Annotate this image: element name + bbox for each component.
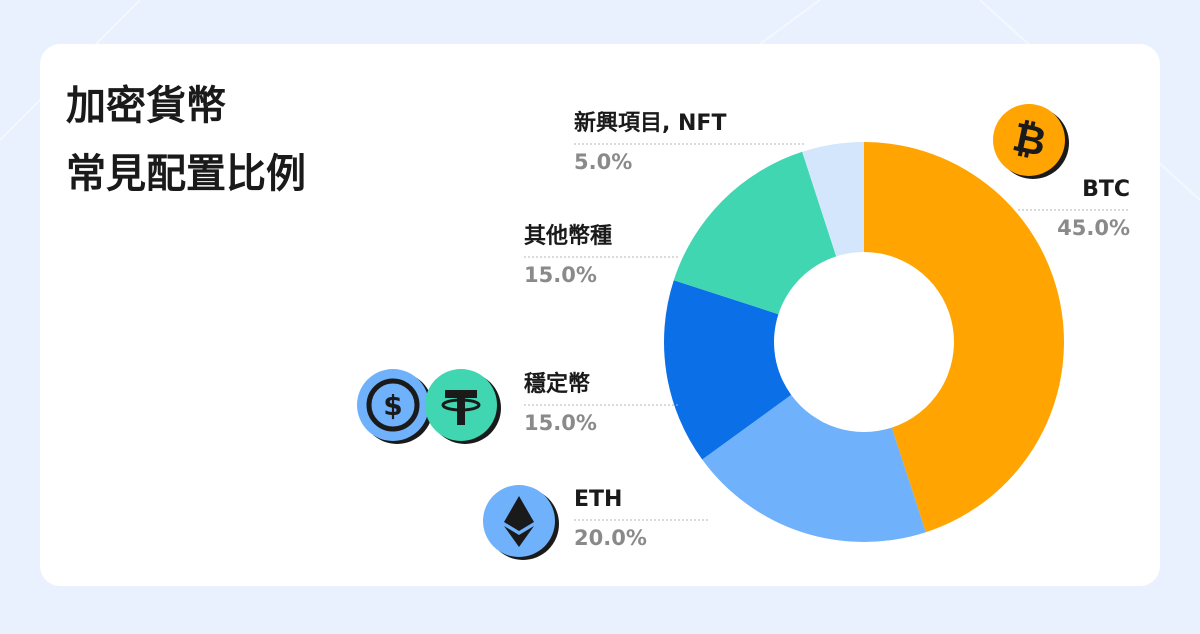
legend-label: 新興項目, NFT xyxy=(574,110,726,136)
legend-label: BTC xyxy=(1082,177,1130,202)
value-label: 20.0% xyxy=(574,526,647,550)
stablecoin-icons: $ xyxy=(357,369,501,444)
slice xyxy=(664,280,792,460)
slice xyxy=(864,142,1064,533)
slice xyxy=(673,151,837,315)
svg-text:$: $ xyxy=(383,389,402,422)
chart-title: 常見配置比例 xyxy=(66,151,306,197)
eth-icon xyxy=(483,485,559,560)
legend-label: ETH xyxy=(574,487,622,512)
legend-label: 其他幣種 xyxy=(524,223,612,249)
slice xyxy=(802,142,864,257)
value-label: 45.0% xyxy=(1057,216,1130,240)
value-label: 5.0% xyxy=(574,150,632,174)
btc-icon: ₿ xyxy=(993,104,1069,179)
donut xyxy=(664,142,1064,542)
value-label: 15.0% xyxy=(524,411,597,435)
slice xyxy=(702,394,926,542)
legend-label: 穩定幣 xyxy=(524,371,590,397)
chart-title: 加密貨幣 xyxy=(66,83,226,129)
value-label: 15.0% xyxy=(524,263,597,287)
